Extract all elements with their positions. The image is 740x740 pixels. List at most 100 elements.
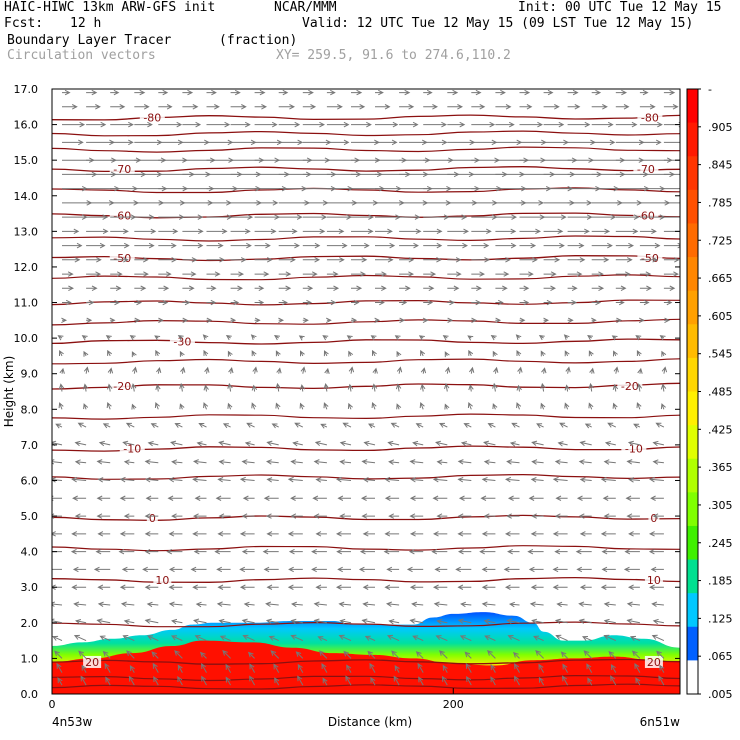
circulation-vector bbox=[390, 422, 400, 428]
circulation-vector bbox=[410, 477, 424, 483]
y-tick-label: 12.0 bbox=[14, 261, 39, 274]
circulation-vector bbox=[201, 675, 207, 686]
circulation-vector bbox=[626, 513, 640, 519]
circulation-vector bbox=[254, 299, 265, 306]
circulation-vector bbox=[158, 317, 164, 324]
y-tick-label: 6.0 bbox=[21, 474, 39, 487]
circulation-vector bbox=[610, 675, 617, 686]
circulation-vector bbox=[199, 651, 207, 659]
circulation-vector bbox=[583, 650, 593, 659]
circulation-vector bbox=[504, 476, 520, 483]
circulation-vector bbox=[516, 350, 522, 357]
circulation-vector bbox=[615, 299, 625, 306]
colorbar-label: - bbox=[708, 83, 712, 96]
circulation-vector bbox=[62, 271, 74, 277]
circulation-vector bbox=[52, 568, 62, 570]
circulation-vector bbox=[652, 459, 664, 465]
circulation-vector bbox=[447, 285, 460, 292]
circulation-vector bbox=[322, 677, 328, 686]
circulation-vector bbox=[519, 89, 531, 96]
circulation-vector bbox=[266, 459, 279, 465]
circulation-vector bbox=[278, 89, 289, 96]
circulation-vector bbox=[435, 635, 448, 642]
circulation-vector bbox=[158, 104, 173, 110]
circulation-vector bbox=[179, 382, 185, 392]
colorbar-label: .605 bbox=[708, 310, 733, 323]
circulation-vector bbox=[323, 350, 329, 357]
circulation-vector bbox=[650, 495, 664, 501]
contour-label: -70 bbox=[113, 163, 131, 176]
circulation-vector bbox=[578, 618, 592, 624]
circulation-vector bbox=[661, 350, 667, 357]
circulation-vector bbox=[615, 121, 638, 128]
circulation-vector bbox=[300, 350, 305, 357]
circulation-vector bbox=[134, 104, 150, 110]
temperature-contour bbox=[52, 274, 680, 281]
circulation-vector bbox=[493, 366, 499, 374]
circulation-vector bbox=[467, 401, 473, 410]
circulation-vector bbox=[651, 634, 665, 642]
temperature-contour bbox=[52, 658, 680, 665]
circulation-vector bbox=[439, 650, 448, 659]
circulation-vector bbox=[227, 382, 233, 392]
circulation-vector bbox=[342, 422, 352, 428]
circulation-vector bbox=[192, 584, 207, 590]
contour-label-bg bbox=[119, 442, 145, 455]
circulation-vector bbox=[337, 495, 351, 501]
circulation-vector bbox=[52, 635, 63, 642]
circulation-vector bbox=[543, 271, 557, 277]
circulation-vector bbox=[543, 89, 554, 96]
circulation-vector bbox=[579, 584, 592, 590]
circulation-vector bbox=[649, 584, 664, 590]
circulation-vector bbox=[122, 635, 135, 642]
circulation-vector bbox=[567, 104, 581, 110]
circulation-vector bbox=[278, 228, 298, 235]
circulation-vector bbox=[591, 89, 602, 96]
circulation-vector bbox=[471, 299, 482, 306]
circulation-vector bbox=[62, 257, 81, 263]
circulation-vector bbox=[254, 121, 278, 128]
circulation-vector bbox=[436, 513, 448, 519]
contour-label: -10 bbox=[625, 442, 643, 455]
circulation-vector bbox=[218, 513, 231, 519]
circulation-vector bbox=[86, 271, 102, 277]
circulation-vector bbox=[52, 531, 62, 537]
circulation-vector bbox=[423, 285, 435, 292]
circulation-vector bbox=[626, 601, 640, 607]
circulation-vector bbox=[206, 104, 220, 110]
circulation-vector bbox=[278, 214, 303, 220]
circulation-vector bbox=[633, 423, 641, 429]
circulation-vector bbox=[639, 257, 659, 263]
y-tick-label: 5.0 bbox=[21, 510, 39, 523]
circulation-vector bbox=[543, 285, 556, 292]
circulation-vector bbox=[266, 531, 279, 537]
circulation-vector bbox=[495, 299, 504, 306]
colorbar-swatch bbox=[687, 290, 698, 325]
circulation-vector bbox=[56, 662, 63, 673]
circulation-vector bbox=[417, 662, 424, 673]
contour-label-bg bbox=[109, 209, 135, 222]
circulation-vector bbox=[275, 350, 281, 357]
circulation-vector bbox=[519, 317, 526, 324]
circulation-vector bbox=[519, 200, 544, 206]
circulation-vector bbox=[447, 257, 462, 263]
circulation-vector bbox=[59, 367, 65, 374]
circulation-vector bbox=[629, 635, 641, 642]
circulation-vector bbox=[134, 89, 146, 96]
circulation-vector bbox=[336, 548, 351, 555]
circulation-vector bbox=[455, 566, 472, 573]
circulation-vector bbox=[206, 299, 217, 306]
circulation-vector bbox=[555, 634, 568, 642]
circulation-vector bbox=[505, 584, 520, 590]
circulation-vector bbox=[225, 663, 232, 673]
circulation-vector bbox=[600, 531, 616, 537]
circulation-vector bbox=[348, 366, 355, 374]
circulation-vector bbox=[122, 440, 135, 446]
circulation-vector bbox=[230, 299, 240, 306]
circulation-vector bbox=[457, 584, 472, 590]
circulation-vector bbox=[519, 257, 538, 263]
circulation-vector bbox=[86, 104, 101, 110]
circulation-vector bbox=[227, 350, 233, 357]
circulation-vector bbox=[230, 121, 251, 128]
circulation-vector bbox=[564, 402, 570, 410]
